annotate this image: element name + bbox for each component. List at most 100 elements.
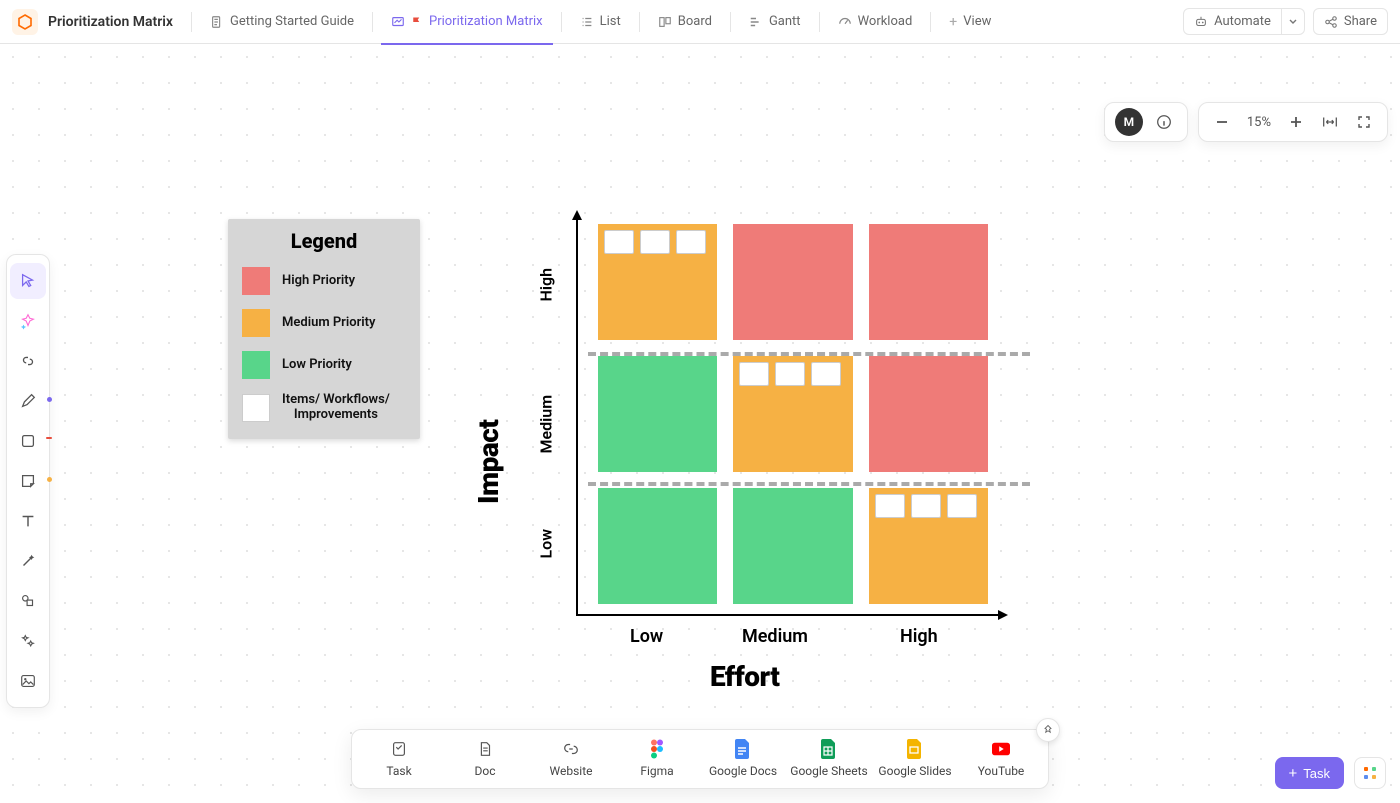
y-tick-high: High: [537, 268, 556, 302]
matrix-cell[interactable]: [733, 224, 852, 340]
dock-item-label: Google Slides: [878, 764, 951, 778]
legend-label: Low Priority: [282, 358, 352, 373]
matrix-cell[interactable]: [869, 488, 988, 604]
zoom-in-button[interactable]: [1279, 105, 1313, 139]
tab-getting-started[interactable]: Getting Started Guide: [200, 0, 364, 44]
tab-label: Workload: [858, 14, 913, 29]
youtube-icon: [992, 740, 1010, 758]
tool-line[interactable]: [10, 543, 46, 579]
link-icon: [19, 352, 37, 370]
matrix-grid: [598, 224, 988, 604]
matrix-cell[interactable]: [598, 488, 717, 604]
matrix-cell[interactable]: [869, 224, 988, 340]
stars-icon: [19, 632, 37, 650]
tool-text[interactable]: [10, 503, 46, 539]
matrix-cell[interactable]: [598, 356, 717, 472]
matrix-cell[interactable]: [733, 488, 852, 604]
zoom-value[interactable]: 15%: [1239, 115, 1279, 130]
tool-pen[interactable]: [10, 383, 46, 419]
minus-icon: [1214, 114, 1230, 130]
y-axis-label: Impact: [472, 420, 505, 504]
legend-box[interactable]: Legend High PriorityMedium PriorityLow P…: [228, 219, 420, 439]
google-sheets-icon: [820, 740, 838, 758]
info-button[interactable]: [1147, 105, 1181, 139]
info-icon: [1155, 113, 1173, 131]
tab-prioritization-matrix[interactable]: Prioritization Matrix: [381, 0, 553, 44]
x-axis-label: Effort: [710, 660, 779, 693]
user-avatar[interactable]: M: [1115, 108, 1143, 136]
item-card[interactable]: [676, 230, 706, 254]
fit-width-icon: [1321, 113, 1339, 131]
tab-workload[interactable]: Workload: [828, 0, 923, 44]
whiteboard-canvas[interactable]: M 15% Legend High PriorityMedium Priorit…: [0, 44, 1400, 803]
x-axis-line: [576, 614, 1006, 616]
tool-connector[interactable]: [10, 343, 46, 379]
tool-more-shapes[interactable]: [10, 583, 46, 619]
apps-button[interactable]: [1354, 757, 1386, 789]
list-icon: [580, 15, 594, 29]
dock-item-youtube[interactable]: YouTube: [958, 740, 1044, 778]
dock-item-task[interactable]: Task: [356, 740, 442, 778]
y-tick-medium: Medium: [537, 395, 556, 454]
expand-icon: [1356, 114, 1372, 130]
item-card[interactable]: [911, 494, 941, 518]
matrix-cell[interactable]: [598, 224, 717, 340]
legend-row: Medium Priority: [242, 309, 406, 337]
google-slides-icon: [906, 740, 924, 758]
tool-magic[interactable]: [10, 623, 46, 659]
divider: [930, 12, 931, 32]
item-card[interactable]: [739, 362, 769, 386]
matrix-cell[interactable]: [733, 356, 852, 472]
item-card[interactable]: [811, 362, 841, 386]
legend-row: Low Priority: [242, 351, 406, 379]
dock-item-figma[interactable]: Figma: [614, 740, 700, 778]
tool-shape[interactable]: [10, 423, 46, 459]
dock-item-google-docs[interactable]: Google Docs: [700, 740, 786, 778]
dock-item-google-slides[interactable]: Google Slides: [872, 740, 958, 778]
canvas-top-right-controls: M 15%: [1104, 102, 1388, 142]
text-icon: [19, 512, 37, 530]
item-card[interactable]: [875, 494, 905, 518]
dock-pin-button[interactable]: [1036, 718, 1060, 742]
dock-item-doc[interactable]: Doc: [442, 740, 528, 778]
dock-item-label: Doc: [475, 764, 496, 778]
tab-board[interactable]: Board: [648, 0, 722, 44]
tool-ai[interactable]: [10, 303, 46, 339]
tab-list[interactable]: List: [570, 0, 631, 44]
tool-sticky[interactable]: [10, 463, 46, 499]
tab-label: Gantt: [769, 14, 801, 29]
automate-button[interactable]: Automate: [1183, 8, 1282, 35]
workspace-logo[interactable]: [12, 9, 38, 35]
dock-item-label: Website: [550, 764, 593, 778]
item-card[interactable]: [775, 362, 805, 386]
legend-label: Items/ Workflows/ Improvements: [282, 393, 390, 423]
tab-label: Getting Started Guide: [230, 14, 354, 29]
add-view[interactable]: + View: [939, 0, 1001, 44]
shapes-icon: [19, 592, 37, 610]
robot-icon: [1194, 15, 1208, 29]
legend-swatch: [242, 309, 270, 337]
tab-gantt[interactable]: Gantt: [739, 0, 811, 44]
matrix-cell[interactable]: [869, 356, 988, 472]
dock-item-label: Figma: [640, 764, 673, 778]
automate-dropdown[interactable]: [1282, 8, 1305, 35]
top-right-actions: Automate Share: [1183, 8, 1388, 35]
plus-icon: +: [949, 14, 957, 30]
item-card[interactable]: [604, 230, 634, 254]
plus-icon: +: [1289, 766, 1298, 781]
gantt-icon: [749, 15, 763, 29]
fit-width-button[interactable]: [1313, 105, 1347, 139]
new-task-button[interactable]: + Task: [1275, 757, 1345, 789]
legend-swatch: [242, 351, 270, 379]
share-button[interactable]: Share: [1313, 8, 1388, 35]
dock-item-website[interactable]: Website: [528, 740, 614, 778]
zoom-out-button[interactable]: [1205, 105, 1239, 139]
divider: [730, 12, 731, 32]
item-card[interactable]: [640, 230, 670, 254]
tool-image[interactable]: [10, 663, 46, 699]
fullscreen-button[interactable]: [1347, 105, 1381, 139]
tool-select[interactable]: [10, 263, 46, 299]
dock-item-google-sheets[interactable]: Google Sheets: [786, 740, 872, 778]
item-card[interactable]: [947, 494, 977, 518]
dock-item-label: Google Docs: [709, 764, 777, 778]
